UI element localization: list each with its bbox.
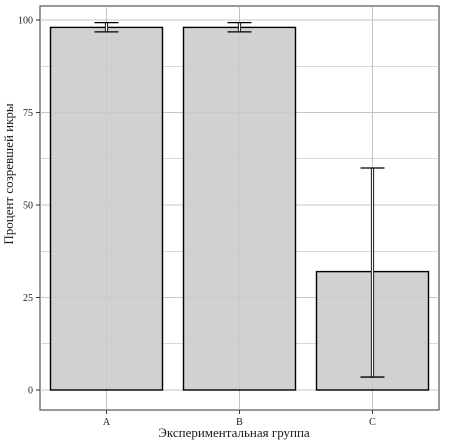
- y-tick-label: 100: [18, 16, 33, 27]
- y-axis-title: Процент созревшей икры: [1, 103, 16, 245]
- y-tick-label: 50: [23, 201, 33, 212]
- y-axis-ticks: 0 25 50 75 100: [18, 16, 40, 397]
- bar-A: [49, 26, 164, 391]
- x-axis-title: Экспериментальная группа: [158, 425, 310, 440]
- error-bars: [94, 21, 385, 378]
- x-tick-label: A: [103, 417, 111, 428]
- x-axis-ticks: A B C: [103, 410, 376, 428]
- x-tick-label: C: [369, 417, 376, 428]
- x-tick-label: B: [236, 417, 243, 428]
- y-tick-label: 0: [28, 386, 33, 397]
- y-tick-label: 25: [23, 293, 33, 304]
- bar-B: [182, 26, 297, 391]
- y-tick-label: 75: [23, 108, 33, 119]
